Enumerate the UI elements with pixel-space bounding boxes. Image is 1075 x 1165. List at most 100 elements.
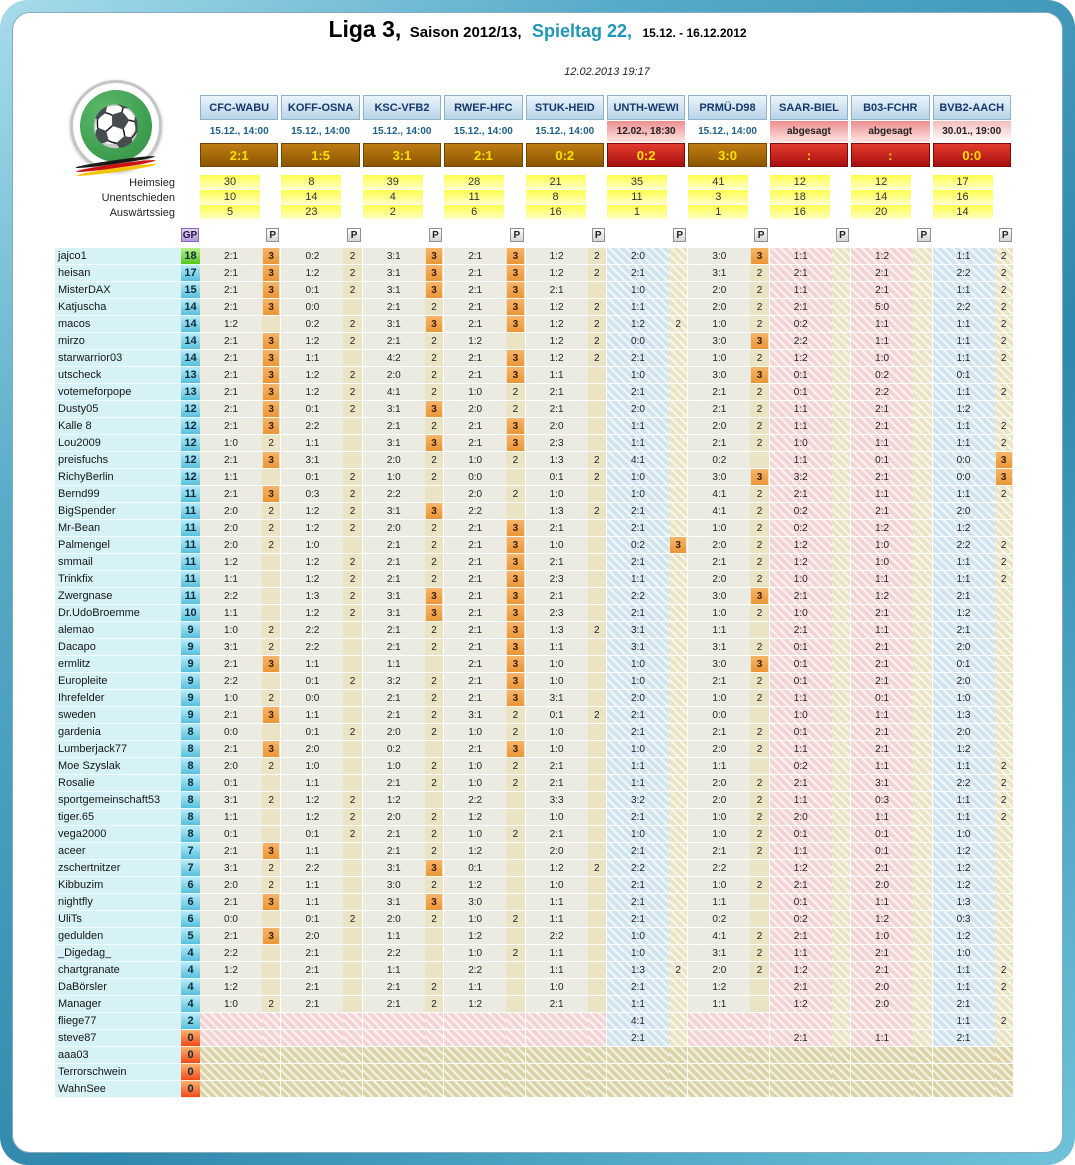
points-value: 2 — [756, 947, 763, 959]
tip-points-cell — [587, 1081, 607, 1098]
tip-cell: 2:1 — [525, 384, 588, 401]
points-value: 2 — [593, 624, 600, 636]
tip-cell: 1:1 — [362, 928, 425, 945]
tip-cell: 1:1 — [769, 418, 832, 435]
tip-points-cell: 2 — [587, 299, 607, 316]
points-value: 3 — [751, 469, 768, 485]
stat-away-count: 14 — [932, 205, 993, 219]
player-total-points: 8 — [181, 775, 200, 792]
tip-points-cell — [831, 962, 852, 979]
tip-cell: 2:1 — [851, 673, 914, 690]
points-value: 2 — [756, 556, 763, 568]
points-value: 2 — [1000, 794, 1007, 806]
tip-cell: 1:0 — [444, 775, 507, 792]
tip-points-cell — [913, 452, 933, 469]
match-result: 0:2 — [606, 143, 686, 167]
tip-points-cell: 3 — [262, 248, 282, 265]
tip-points-cell — [668, 418, 689, 435]
tip-cell: 1:1 — [932, 435, 995, 452]
tip-points-cell: 2 — [506, 758, 526, 775]
points-value: 3 — [263, 418, 280, 434]
tip-cell: 1:1 — [525, 911, 588, 928]
tip-points-cell — [831, 656, 852, 673]
tip-points-cell — [994, 673, 1014, 690]
tip-points-cell: 3 — [506, 248, 526, 265]
tip-points-cell: 2 — [750, 486, 770, 503]
tip-cell: 2:0 — [200, 877, 262, 894]
player-total-points: 14 — [181, 299, 200, 316]
tip-cell: 2:2 — [769, 333, 832, 350]
tip-cell — [200, 1064, 262, 1081]
tip-cell: 0:1 — [851, 826, 914, 843]
tip-cell: 2:1 — [362, 639, 425, 656]
points-value: 2 — [756, 675, 763, 687]
tip-cell: 1:2 — [281, 520, 344, 537]
tip-cell: 3:1 — [688, 639, 751, 656]
stat-label-draw: Unentschieden — [101, 191, 175, 204]
points-value: 3 — [263, 486, 280, 502]
points-value: 3 — [751, 588, 768, 604]
points-value: 2 — [756, 641, 763, 653]
points-value: 2 — [349, 573, 356, 585]
tip-cell: 1:0 — [688, 316, 751, 333]
tip-cell: 0:1 — [769, 826, 832, 843]
points-value: 2 — [675, 964, 681, 976]
tip-points-cell: 2 — [994, 248, 1014, 265]
points-value: 2 — [431, 301, 437, 313]
tip-cell: 1:0 — [525, 537, 588, 554]
tip-points-cell — [913, 758, 933, 775]
tip-points-cell — [506, 894, 526, 911]
tip-points-cell — [668, 724, 689, 741]
player-name: Ihrefelder — [55, 690, 181, 707]
player-total-points: 14 — [181, 350, 200, 367]
tip-cell: 2:1 — [444, 690, 507, 707]
player-total-points: 9 — [181, 673, 200, 690]
tip-cell: 3:1 — [362, 860, 425, 877]
tip-cell: 1:0 — [688, 877, 751, 894]
tip-cell: 2:0 — [362, 724, 425, 741]
points-value: 2 — [431, 352, 437, 364]
tip-points-cell: 2 — [587, 707, 607, 724]
points-value: 2 — [268, 624, 274, 636]
tip-cell: 1:1 — [200, 809, 262, 826]
tip-points-cell: 3 — [750, 367, 770, 384]
tip-cell: 1:2 — [769, 350, 832, 367]
tip-cell: 0:2 — [769, 758, 832, 775]
tip-points-cell — [343, 690, 363, 707]
tip-cell — [281, 1013, 344, 1030]
stat-home-count: 28 — [444, 175, 505, 189]
tip-cell: 0:0 — [606, 333, 669, 350]
tip-cell: 1:1 — [525, 367, 588, 384]
points-value: 3 — [507, 537, 524, 553]
tip-cell: 1:0 — [932, 945, 995, 962]
tip-cell: 2:0 — [688, 962, 751, 979]
tip-cell: 0:1 — [851, 843, 914, 860]
tip-points-cell — [262, 775, 282, 792]
tip-cell: 2:1 — [525, 282, 588, 299]
points-value: 2 — [593, 505, 600, 517]
tip-points-cell: 3 — [506, 622, 526, 639]
tip-cell: 2:1 — [525, 554, 588, 571]
player-total-points: 13 — [181, 367, 200, 384]
tip-cell: 1:1 — [281, 656, 344, 673]
tip-cell: 1:0 — [200, 690, 262, 707]
tip-cell: 2:1 — [200, 248, 262, 265]
tip-cell — [688, 1064, 751, 1081]
tip-points-cell — [913, 911, 933, 928]
tip-cell: 2:3 — [525, 605, 588, 622]
tip-points-cell — [994, 877, 1014, 894]
points-value: 2 — [349, 403, 356, 415]
tip-points-cell: 3 — [262, 299, 282, 316]
tip-points-cell — [913, 605, 933, 622]
points-value: 2 — [593, 301, 600, 313]
tip-cell: 4:1 — [362, 384, 425, 401]
tip-points-cell: 2 — [750, 826, 770, 843]
tip-cell: 1:0 — [688, 350, 751, 367]
tip-points-cell — [343, 996, 363, 1013]
tip-points-cell: 2 — [262, 758, 282, 775]
tip-cell — [362, 1047, 425, 1064]
tip-points-cell — [994, 656, 1014, 673]
player-total-points: 4 — [181, 996, 200, 1013]
points-value: 2 — [268, 539, 274, 551]
player-total-points: 2 — [181, 1013, 200, 1030]
